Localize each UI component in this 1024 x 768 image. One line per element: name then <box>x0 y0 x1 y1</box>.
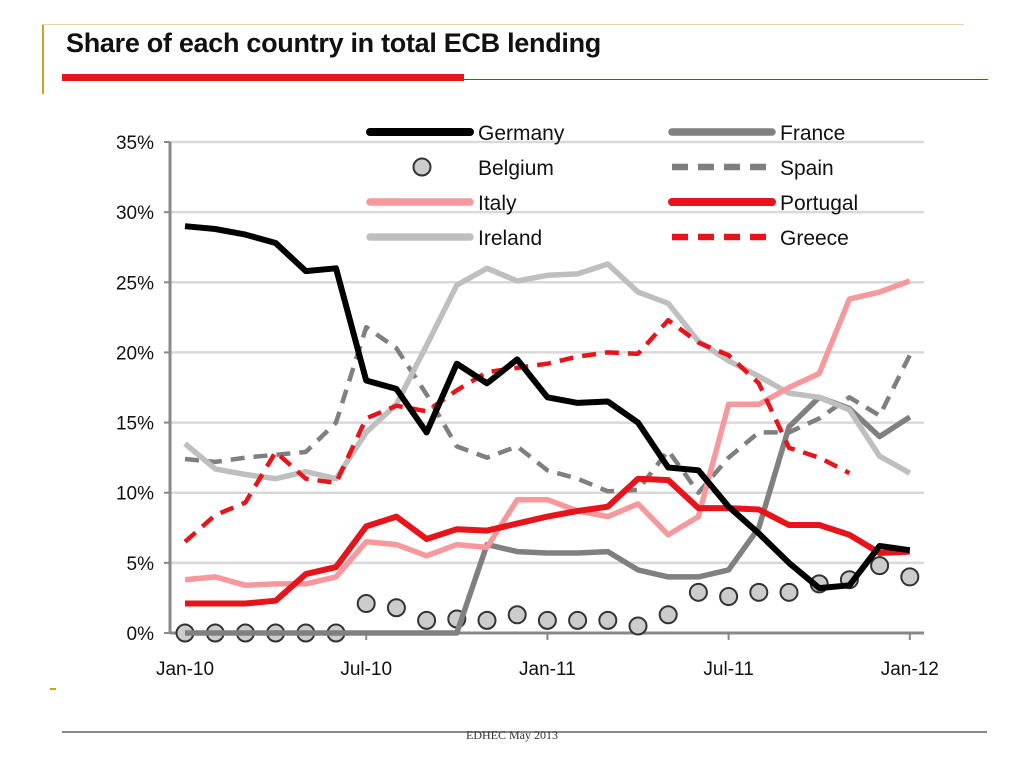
legend-label-spain: Spain <box>780 157 834 180</box>
y-tick-label: 10% <box>116 484 154 505</box>
legend-label-france: France <box>780 122 845 145</box>
x-tick-label: Jul-11 <box>703 659 753 680</box>
spain-series-line <box>184 324 912 495</box>
belgium-point <box>356 594 376 614</box>
belgium-point <box>628 616 648 636</box>
belgium-point <box>537 610 557 630</box>
belgium-point <box>417 610 437 630</box>
x-tick-label: Jul-10 <box>340 659 392 680</box>
belgium-point <box>870 556 890 576</box>
gold-accent-vertical <box>42 24 44 94</box>
slide-title: Share of each country in total ECB lendi… <box>66 28 601 58</box>
y-tick-labels: 0% 5% 10% 15% 20% 25% 30% 35% <box>116 133 154 645</box>
title-underline-thick <box>62 74 464 81</box>
belgium-point <box>477 610 497 630</box>
legend-label-italy: Italy <box>478 192 517 215</box>
belgium-point <box>749 582 769 602</box>
belgium-point <box>386 598 406 618</box>
belgium-point <box>598 610 618 630</box>
belgium-point <box>779 582 799 602</box>
x-tick-label: Jan-12 <box>881 659 939 680</box>
title-underline-thin <box>464 79 988 80</box>
belgium-point <box>688 582 708 602</box>
legend-label-belgium: Belgium <box>478 157 554 180</box>
germany-series-line <box>184 223 911 592</box>
y-tick-label: 30% <box>116 203 154 224</box>
footer-divider <box>62 731 987 733</box>
grid-lines <box>170 140 924 565</box>
legend-label-germany: Germany <box>478 122 565 145</box>
gold-accent-horizontal <box>42 24 964 25</box>
legend-label-greece: Greece <box>780 227 849 250</box>
x-tick-label: Jan-11 <box>519 659 576 680</box>
belgium-point <box>507 605 527 625</box>
series-group <box>175 223 920 643</box>
italy-series-line <box>184 278 911 589</box>
greece-series-line <box>183 317 851 544</box>
legend-swatch-belgium <box>412 157 432 177</box>
y-tick-label: 5% <box>127 554 155 575</box>
legend-label-portugal: Portugal <box>780 192 858 215</box>
belgium-point <box>719 587 739 607</box>
slide-marker <box>50 688 56 690</box>
belgium-point <box>568 610 588 630</box>
belgium-point <box>900 567 920 587</box>
slide-footer: EDHEC May 2013 <box>466 728 558 742</box>
portugal-series-line <box>185 475 910 607</box>
y-tick-label: 20% <box>116 343 154 364</box>
y-tick-label: 15% <box>116 414 154 435</box>
y-tick-label: 0% <box>127 624 155 645</box>
belgium-point <box>658 605 678 625</box>
legend-label-ireland: Ireland <box>478 227 542 250</box>
line-chart: 0%5%10%15%20%25%30%35% Jan-10 Jul-10 Jan-1… <box>116 122 939 680</box>
y-tick-label: 35% <box>116 133 154 154</box>
ireland-series-line <box>183 261 912 482</box>
x-tick-label: Jan-10 <box>156 659 214 680</box>
x-tick-labels: Jan-10 Jul-10 Jan-11 Jul-11 Jan-12 <box>156 659 939 680</box>
legend: Germany France Belgium Spain Italy Portugal Ir… <box>366 122 858 250</box>
y-tick-label: 25% <box>116 273 154 294</box>
france-series-line <box>185 394 912 636</box>
